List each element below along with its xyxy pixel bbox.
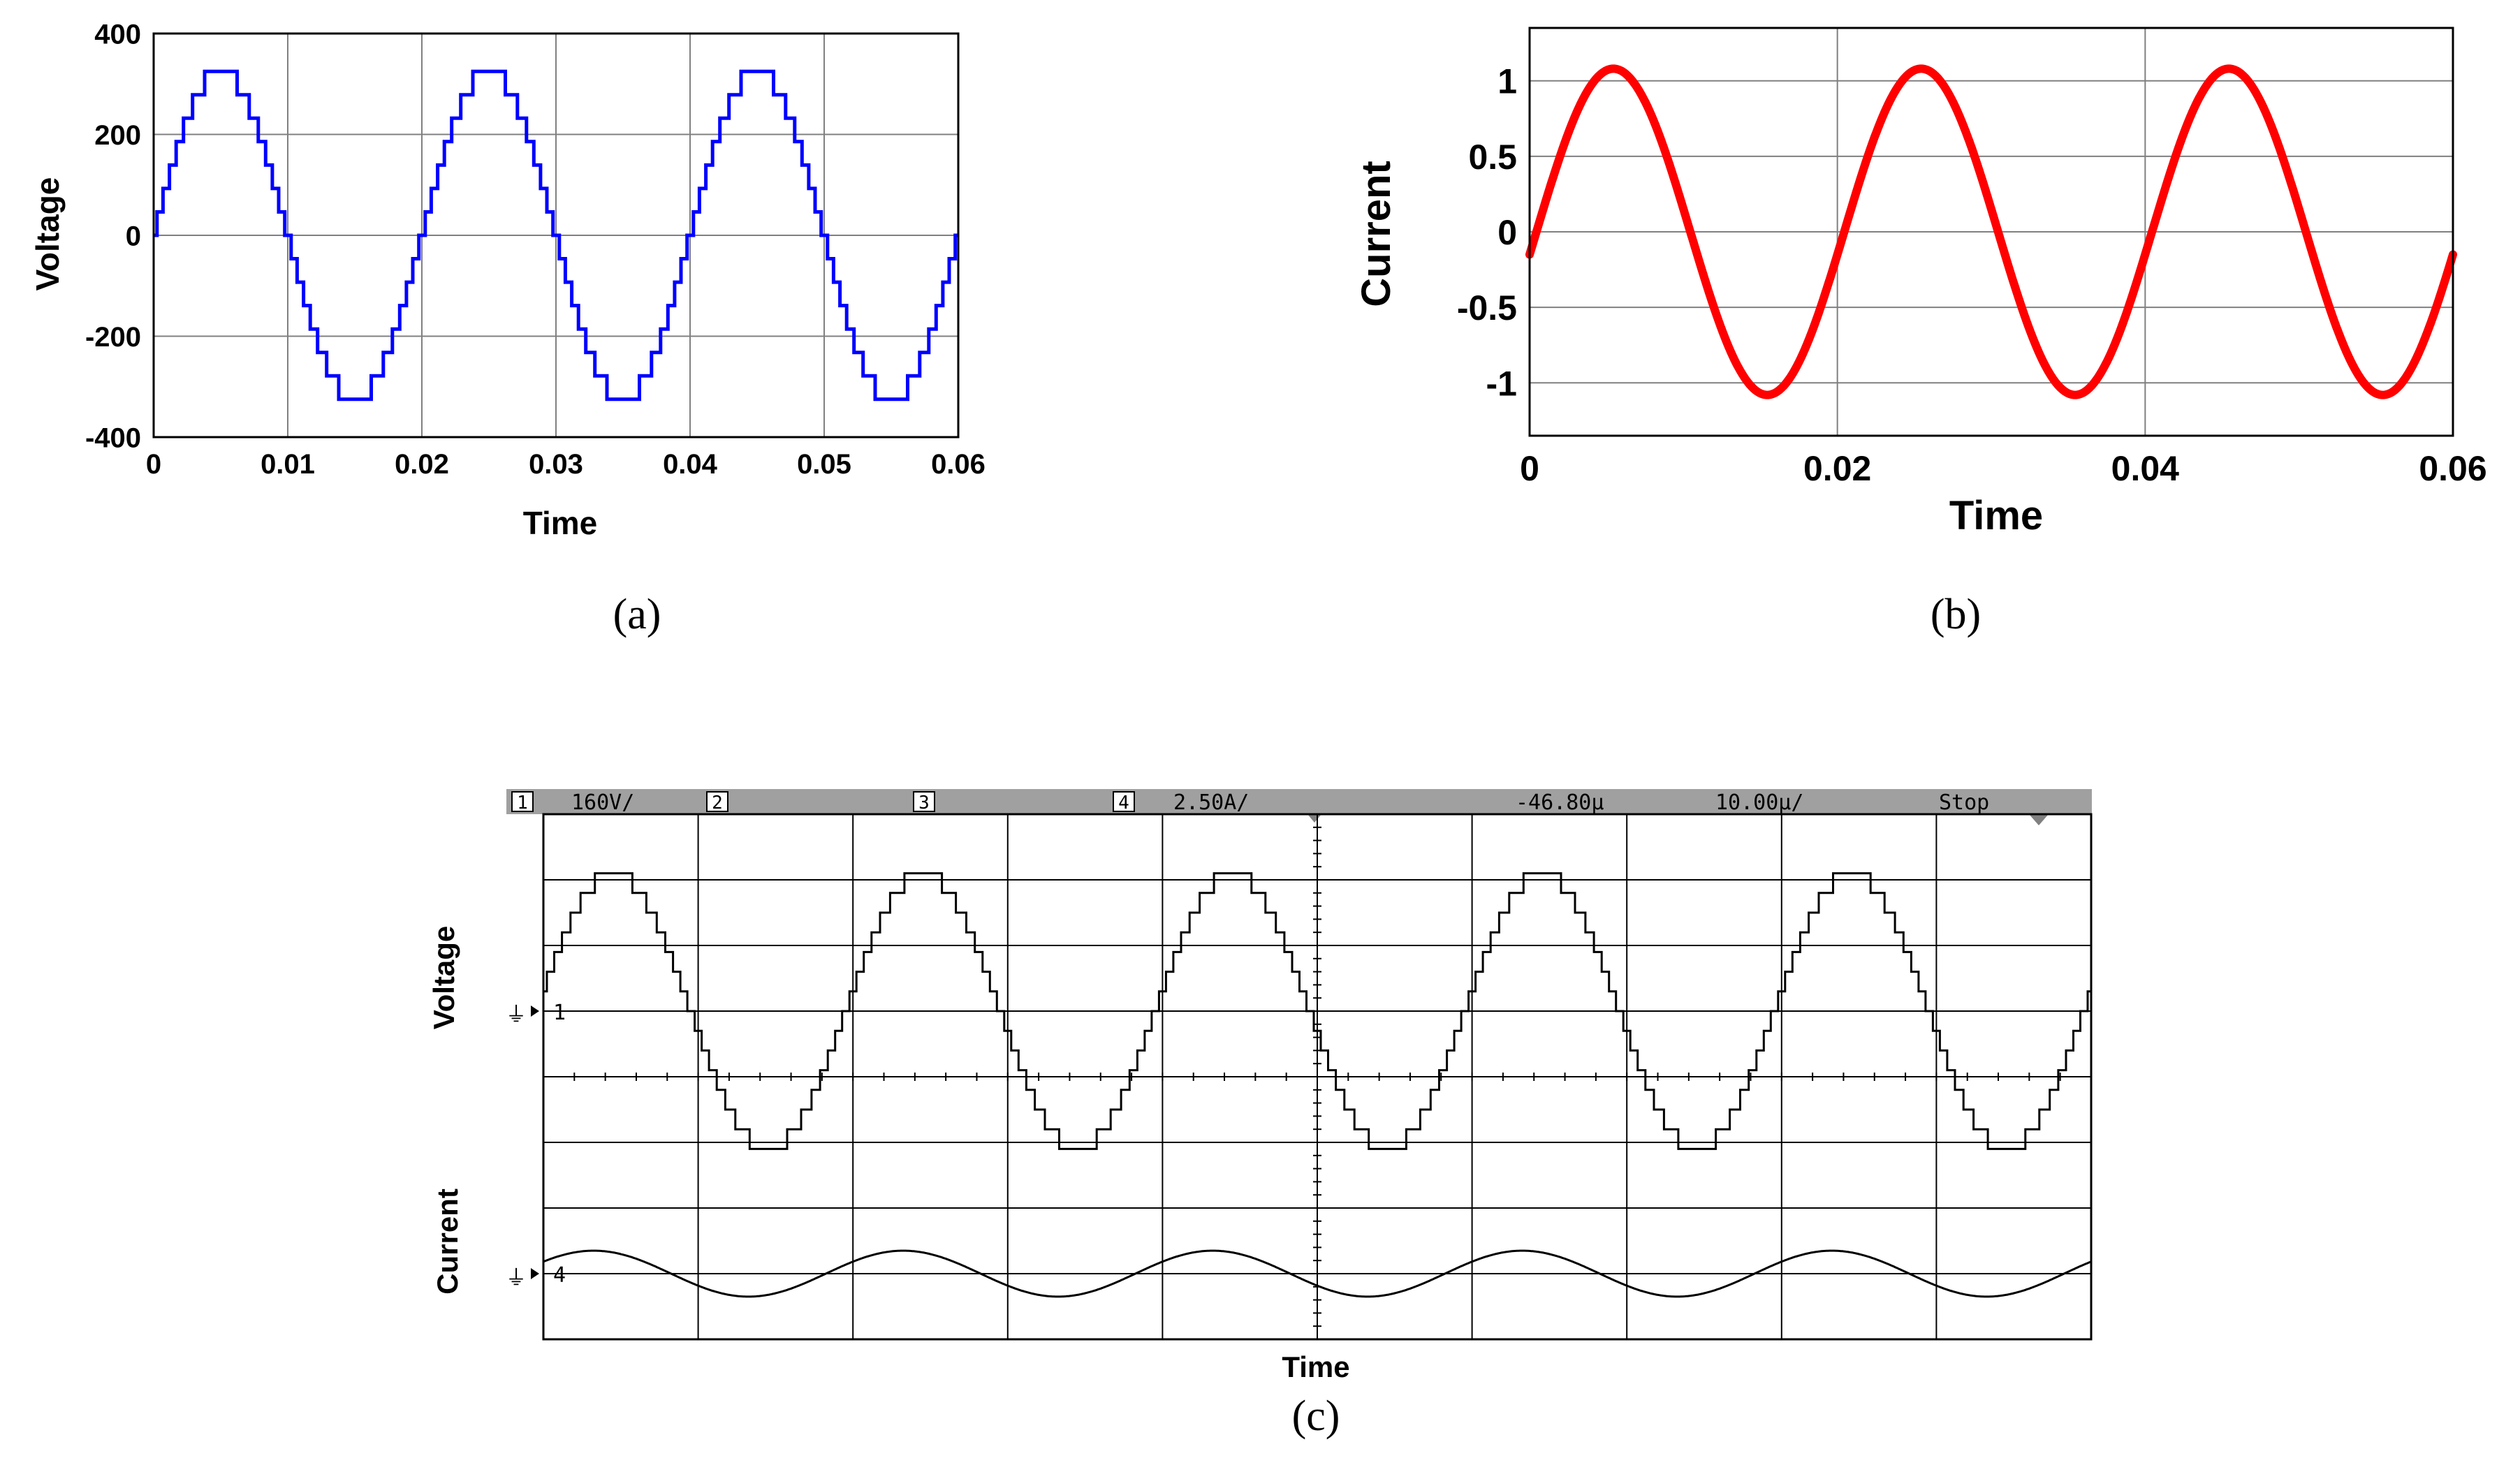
caption-b: (b) — [1931, 591, 1981, 638]
a-x-tick-label: 0.01 — [261, 449, 315, 480]
a-x-tick-label: 0.05 — [797, 449, 851, 480]
scope-run-state: Stop — [1939, 790, 1989, 815]
scope-trigger-time: -46.80µ — [1516, 790, 1604, 815]
b-y-tick-label: 1 — [1497, 62, 1517, 101]
chart-a-x-ticks: 0 0.01 0.02 0.03 0.04 0.05 0.06 — [146, 449, 986, 480]
chart-b: 0 0.02 0.04 0.06 1 0.5 0 -0.5 -1 Time Current (… — [1354, 27, 2487, 638]
scope-ch1-scale: 160V/ — [571, 790, 634, 815]
a-y-tick-label: 200 — [94, 120, 141, 151]
scope-ch2-tag: 2 — [706, 791, 728, 813]
chart-b-current-line — [1525, 64, 2457, 399]
chart-a-xlabel: Time — [523, 505, 598, 541]
scope-current-trace — [543, 1249, 2092, 1298]
chart-b-x-ticks: 0 0.02 0.04 0.06 — [1520, 449, 2487, 488]
scope-ch1-number: 1 — [517, 793, 528, 813]
scope-ch4-marker: ⏚ 4 — [506, 1263, 566, 1290]
a-y-tick-label: -400 — [85, 422, 141, 453]
scope-timebase: 10.00µ/ — [1715, 790, 1803, 815]
chart-a-y-ticks: -400 -200 0 200 400 — [85, 19, 141, 453]
b-y-tick-label: 0 — [1497, 213, 1517, 252]
scope-ch2-number: 2 — [712, 793, 723, 813]
scope-ch4-number: 4 — [1118, 793, 1129, 813]
scope-time-reference-icon — [1307, 814, 1321, 823]
a-y-tick-label: 400 — [94, 19, 141, 50]
chart-a: 0 0.01 0.02 0.03 0.04 0.05 0.06 -400 -200 0 200 40… — [29, 19, 986, 638]
scope-ch4-arrow-icon — [531, 1268, 539, 1279]
b-x-tick-label: 0.02 — [1803, 449, 1871, 488]
caption-a: (a) — [613, 591, 661, 638]
scope-voltage-label: Voltage — [427, 926, 460, 1030]
scope-ch4-ground-icon: ⏚ — [506, 1266, 527, 1290]
scope-trigger-position-icon — [2029, 814, 2049, 825]
scope-ch3-number: 3 — [918, 793, 930, 813]
a-y-tick-label: -200 — [85, 322, 141, 353]
b-y-tick-label: -1 — [1486, 364, 1517, 403]
scope-ch1-marker-label: 1 — [553, 1001, 566, 1025]
scope-ch4-tag: 4 — [1113, 791, 1135, 813]
scope-ch4-marker-label: 4 — [553, 1263, 566, 1288]
scope-center-ticks — [543, 813, 2092, 1340]
b-x-tick-label: 0 — [1520, 449, 1539, 488]
chart-c: 1 160V/ 2 3 4 2.50A/ -46.80µ 10.00µ/ Sto… — [427, 789, 2093, 1440]
scope-ch1-arrow-icon — [531, 1006, 539, 1017]
chart-a-voltage-line — [154, 69, 958, 402]
a-x-tick-label: 0.06 — [931, 449, 986, 480]
scope-current-label: Current — [431, 1188, 464, 1295]
scope-ch1-ground-icon: ⏚ — [506, 1003, 527, 1027]
b-y-tick-label: 0.5 — [1468, 138, 1517, 177]
b-x-tick-label: 0.06 — [2419, 449, 2486, 488]
scope-status-bar — [506, 789, 2092, 814]
a-x-tick-label: 0.02 — [395, 449, 449, 480]
chart-b-ylabel: Current — [1354, 161, 1399, 307]
scope-frame — [542, 813, 2093, 1341]
chart-b-grid — [1529, 28, 2454, 436]
a-y-tick-label: 0 — [126, 221, 141, 251]
chart-b-y-ticks: 1 0.5 0 -0.5 -1 — [1457, 62, 1517, 404]
b-x-tick-label: 0.04 — [2111, 449, 2180, 488]
scope-ch1-marker: ⏚ 1 — [506, 1001, 566, 1027]
chart-a-frame — [152, 32, 960, 439]
a-x-tick-label: 0.04 — [663, 449, 718, 480]
chart-b-frame — [1528, 27, 2454, 437]
a-x-tick-label: 0.03 — [529, 449, 583, 480]
b-y-tick-label: -0.5 — [1457, 288, 1517, 327]
chart-b-xlabel: Time — [1949, 493, 2043, 538]
scope-voltage-trace — [543, 872, 2091, 1150]
chart-a-ylabel: Voltage — [29, 177, 66, 291]
scope-ch1-tag: 1 — [511, 791, 534, 813]
scope-ch3-tag: 3 — [913, 791, 935, 813]
a-x-tick-label: 0 — [146, 449, 161, 480]
chart-c-xlabel: Time — [1282, 1350, 1349, 1383]
caption-c: (c) — [1292, 1392, 1340, 1440]
scope-ch4-scale: 2.50A/ — [1173, 790, 1249, 815]
